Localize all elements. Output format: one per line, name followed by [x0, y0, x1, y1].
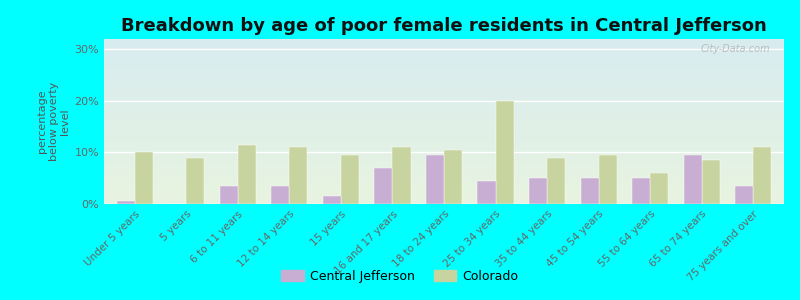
Bar: [426, 155, 444, 204]
Bar: [753, 147, 771, 204]
Bar: [547, 158, 565, 204]
Text: City-Data.com: City-Data.com: [701, 44, 770, 54]
Bar: [478, 181, 495, 204]
Title: Breakdown by age of poor female residents in Central Jefferson: Breakdown by age of poor female resident…: [121, 17, 767, 35]
Bar: [323, 196, 341, 204]
Bar: [581, 178, 598, 204]
Bar: [735, 186, 753, 204]
Bar: [650, 173, 668, 204]
Legend: Central Jefferson, Colorado: Central Jefferson, Colorado: [277, 265, 523, 288]
Bar: [683, 155, 702, 204]
Bar: [374, 168, 393, 204]
Bar: [271, 186, 290, 204]
Bar: [495, 101, 514, 204]
Bar: [220, 186, 238, 204]
Bar: [444, 150, 462, 204]
Bar: [238, 145, 256, 204]
Y-axis label: percentage
below poverty
level: percentage below poverty level: [37, 82, 70, 161]
Bar: [135, 152, 153, 204]
Bar: [598, 155, 617, 204]
Bar: [186, 158, 205, 204]
Bar: [393, 147, 410, 204]
Bar: [117, 201, 135, 204]
Bar: [632, 178, 650, 204]
Bar: [529, 178, 547, 204]
Bar: [702, 160, 720, 204]
Bar: [290, 147, 307, 204]
Bar: [341, 155, 359, 204]
